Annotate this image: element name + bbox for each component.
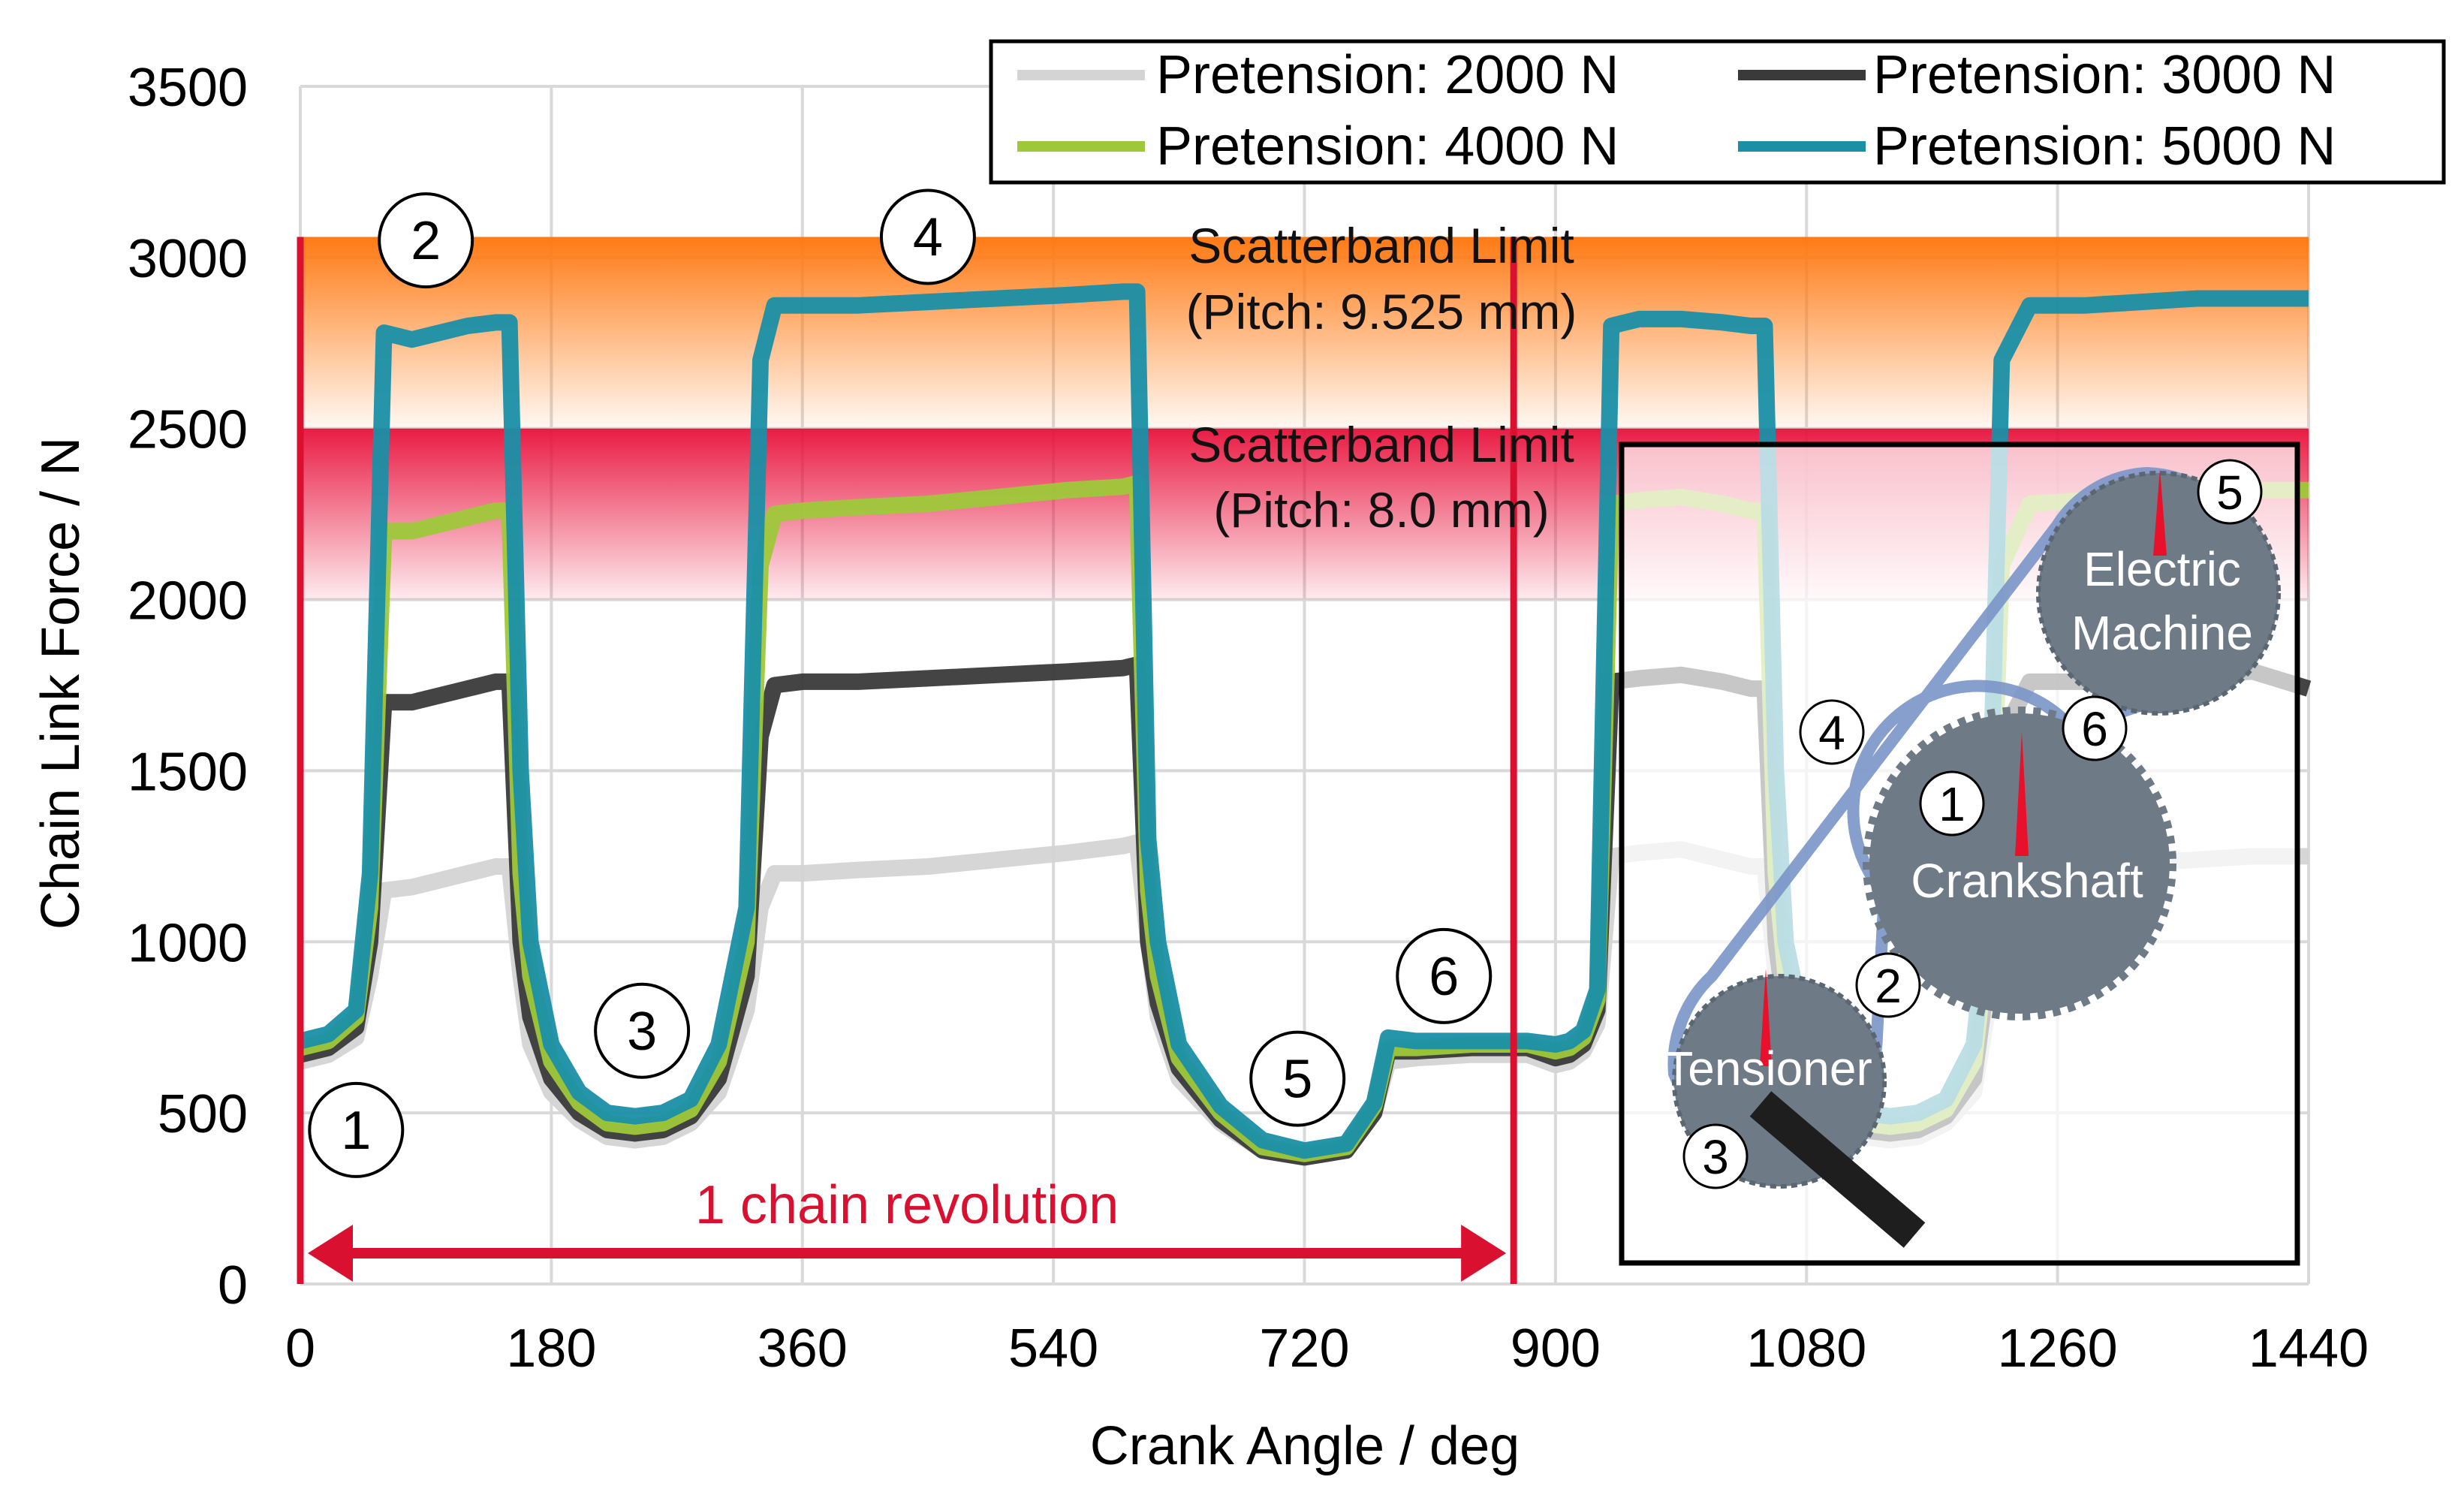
svg-text:6: 6 bbox=[2081, 702, 2108, 756]
electric-machine-gear bbox=[2036, 471, 2281, 716]
x-tick-label-0: 0 bbox=[285, 1319, 315, 1379]
y-tick-label-0: 0 bbox=[218, 1255, 248, 1316]
band-label-1-line2: (Pitch: 8.0 mm) bbox=[1213, 482, 1549, 538]
revolution-label: 1 chain revolution bbox=[695, 1175, 1119, 1235]
y-tick-label-2500: 2500 bbox=[128, 400, 248, 460]
marker-label-5: 5 bbox=[1282, 1050, 1312, 1110]
tensioner-pointer bbox=[1760, 969, 1772, 1066]
band-label-1-line1: Scatterband Limit bbox=[1188, 417, 1574, 472]
y-tick-label-3000: 3000 bbox=[128, 229, 248, 289]
x-tick-label-1260: 1260 bbox=[1998, 1319, 2118, 1379]
x-tick-label-1440: 1440 bbox=[2249, 1319, 2369, 1379]
x-tick-label-1080: 1080 bbox=[1746, 1319, 1866, 1379]
tensioner-arm bbox=[1749, 1091, 1926, 1248]
x-tick-label-720: 720 bbox=[1259, 1319, 1349, 1379]
inset-marker-4: 4 bbox=[1799, 699, 1865, 765]
marker-label-2: 2 bbox=[411, 211, 441, 271]
legend-frame bbox=[989, 39, 2446, 185]
marker-label-6: 6 bbox=[1429, 947, 1459, 1007]
inset-label-electric-line2: Machine bbox=[2071, 606, 2253, 660]
marker-circle-5 bbox=[1249, 1030, 1346, 1127]
inset-marker-6: 6 bbox=[2062, 695, 2128, 761]
electric-machine-pointer bbox=[2153, 469, 2167, 556]
legend-label-3000: Pretension: 3000 N bbox=[1873, 45, 2336, 105]
inset-marker-5: 5 bbox=[2197, 459, 2263, 525]
legend-label-4000: Pretension: 4000 N bbox=[1156, 116, 1619, 176]
band-labels: Scatterband Limit (Pitch: 9.525 mm) Scatte… bbox=[1186, 218, 1577, 538]
x-tick-label-360: 360 bbox=[758, 1319, 848, 1379]
y-tick-label-3500: 3500 bbox=[128, 58, 248, 118]
scatterband-0 bbox=[300, 237, 2309, 429]
x-tick-label-900: 900 bbox=[1511, 1319, 1601, 1379]
svg-text:5: 5 bbox=[2216, 466, 2243, 520]
point-markers: 1 2 3 4 5 6 bbox=[308, 188, 1493, 1178]
marker-circle-1 bbox=[308, 1081, 405, 1178]
inset-marker-3: 3 bbox=[1682, 1123, 1749, 1189]
marker-label-1: 1 bbox=[341, 1101, 371, 1161]
revolution-arrow-head-right bbox=[1461, 1224, 1507, 1282]
svg-text:2: 2 bbox=[1875, 959, 1902, 1013]
crankshaft-pointer bbox=[2015, 732, 2029, 856]
legend: Pretension: 2000 N Pretension: 3000 N Pr… bbox=[989, 39, 2446, 185]
inset-label-crankshaft: Crankshaft bbox=[1911, 854, 2143, 908]
marker-circle-4 bbox=[879, 188, 976, 285]
chain-drive-inset: Electric Machine Crankshaft Tensioner 5 … bbox=[1619, 442, 2300, 1266]
inset-label-tensioner: Tensioner bbox=[1664, 1041, 1872, 1096]
inset-label-electric-line1: Electric bbox=[2083, 542, 2241, 596]
svg-text:1: 1 bbox=[1938, 777, 1965, 831]
marker-circle-3 bbox=[594, 982, 691, 1079]
inset-marker-1: 1 bbox=[1919, 770, 1985, 836]
marker-circle-6 bbox=[1396, 927, 1493, 1024]
revolution-arrow-head-left bbox=[308, 1224, 353, 1282]
x-tick-label-540: 540 bbox=[1008, 1319, 1098, 1379]
marker-circle-2 bbox=[378, 192, 474, 289]
revolution-arrow: 1 chain revolution bbox=[308, 1175, 1507, 1282]
marker-label-4: 4 bbox=[913, 208, 943, 268]
y-axis-title: Chain Link Force / N bbox=[31, 437, 91, 930]
band-label-0-line1: Scatterband Limit bbox=[1188, 218, 1574, 273]
inset-marker-2: 2 bbox=[1855, 952, 1921, 1018]
y-tick-label-2000: 2000 bbox=[128, 571, 248, 631]
axes: 0 180 360 540 720 900 1080 1260 1440 0 500 1000 1500… bbox=[128, 58, 2369, 1379]
x-tick-label-180: 180 bbox=[506, 1319, 596, 1379]
revolution-lines bbox=[297, 237, 1517, 1284]
y-tick-label-1000: 1000 bbox=[128, 913, 248, 973]
svg-text:4: 4 bbox=[1818, 706, 1845, 760]
legend-label-2000: Pretension: 2000 N bbox=[1156, 45, 1619, 105]
band-label-0-line2: (Pitch: 9.525 mm) bbox=[1186, 284, 1577, 339]
svg-text:3: 3 bbox=[1702, 1130, 1729, 1184]
legend-label-5000: Pretension: 5000 N bbox=[1873, 116, 2336, 176]
y-tick-label-1500: 1500 bbox=[128, 742, 248, 802]
y-tick-label-500: 500 bbox=[158, 1084, 248, 1144]
x-axis-title: Crank Angle / deg bbox=[1090, 1416, 1520, 1476]
marker-label-3: 3 bbox=[627, 1002, 657, 1062]
